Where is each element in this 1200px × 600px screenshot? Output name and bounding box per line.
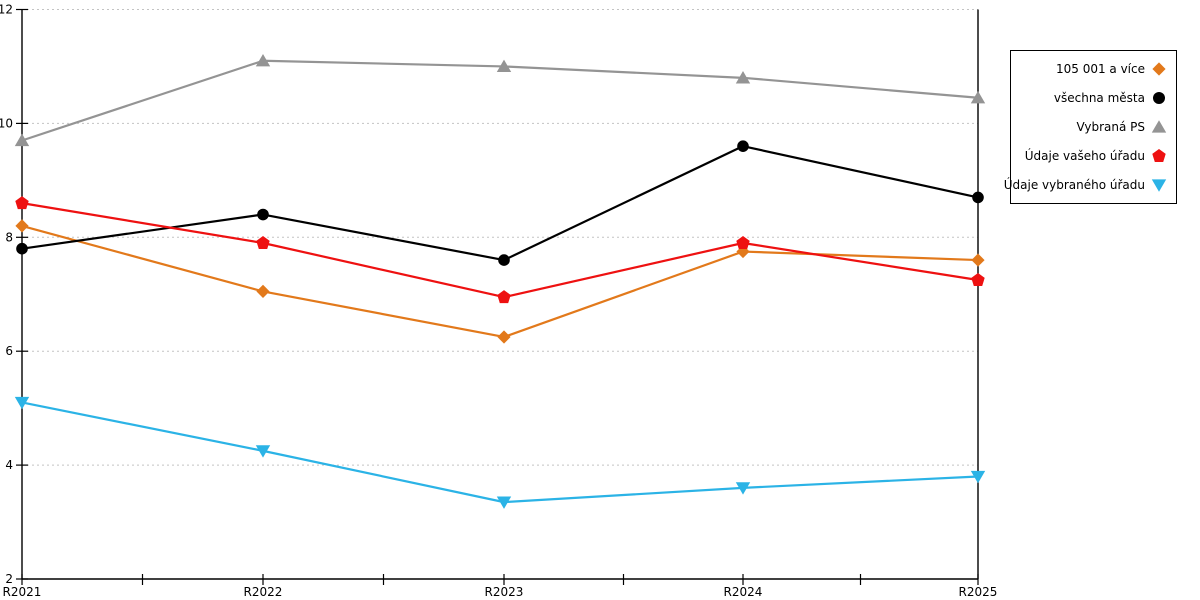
series-line — [21, 202, 979, 299]
data-point-marker — [14, 133, 30, 147]
data-point-marker — [971, 253, 985, 267]
x-tick-label: R2025 — [959, 585, 998, 599]
data-point-marker — [970, 90, 986, 104]
data-point-marker — [16, 242, 28, 255]
data-point-marker — [15, 196, 29, 210]
data-point-marker — [735, 71, 751, 84]
triangle-down-legend-icon — [1151, 178, 1167, 192]
data-point-marker — [255, 445, 271, 458]
data-point-marker — [736, 235, 750, 249]
data-point-marker — [256, 284, 270, 299]
data-point-marker — [496, 496, 512, 509]
x-tick-label: R2022 — [244, 585, 283, 599]
data-point-marker — [257, 208, 269, 221]
triangle-up-legend-icon — [1151, 120, 1167, 133]
circle-legend-icon — [1153, 92, 1165, 105]
y-tick-label: 8 — [5, 230, 13, 244]
data-point-marker — [15, 219, 29, 233]
data-point-marker — [970, 470, 986, 484]
series-triangle-down — [14, 396, 986, 509]
legend-label: všechna města — [1053, 91, 1145, 106]
y-tick-label: 6 — [5, 344, 13, 358]
series-circle — [16, 140, 984, 266]
data-point-marker — [735, 482, 751, 495]
y-tick-label: 12 — [0, 3, 13, 17]
legend-item-3[interactable]: Vybraná PS — [1011, 113, 1176, 142]
legend-item-1[interactable]: 105 001 a více — [1011, 55, 1176, 84]
y-tick-label: 4 — [5, 458, 13, 472]
legend: 105 001 a více všechna města Vybraná PS Úda… — [1004, 50, 1177, 204]
legend-item-4[interactable]: Údaje vašeho úřadu — [1011, 141, 1176, 170]
data-point-marker — [496, 59, 512, 73]
x-tick-label: R2024 — [724, 585, 763, 599]
series-line — [21, 145, 979, 262]
data-point-marker — [972, 191, 984, 204]
data-point-marker — [498, 254, 510, 266]
series-triangle-up — [14, 53, 986, 147]
diamond-legend-icon — [1152, 62, 1166, 76]
axes: 2 4 6 8 10 12 R2021 R2022 R2023 R2024 R2025 — [0, 3, 997, 600]
series-line — [21, 59, 979, 142]
data-point-marker — [497, 290, 511, 304]
gridlines — [22, 9, 978, 466]
y-tick-label: 2 — [5, 572, 13, 586]
legend-label: Údaje vašeho úřadu — [1024, 148, 1145, 163]
data-point-marker — [497, 330, 511, 344]
data-point-marker — [14, 396, 30, 410]
legend-label: 105 001 a více — [1055, 62, 1145, 77]
series-line — [21, 401, 979, 504]
data-point-marker — [971, 273, 985, 287]
data-point-marker — [737, 140, 749, 152]
data-point-marker — [255, 53, 271, 67]
legend-item-5[interactable]: Údaje vybraného úřadu — [1004, 170, 1176, 199]
y-tick-label: 10 — [0, 116, 13, 130]
series-line — [21, 224, 979, 339]
legend-label: Vybraná PS — [1076, 119, 1145, 134]
x-tick-label: R2023 — [485, 585, 524, 599]
data-point-marker — [256, 235, 270, 249]
series-pentagon — [15, 196, 985, 304]
x-tick-label: R2021 — [3, 585, 42, 599]
series-diamond — [15, 219, 985, 344]
pentagon-legend-icon — [1152, 148, 1166, 162]
legend-label: Údaje vybraného úřadu — [1003, 177, 1145, 192]
legend-item-2[interactable]: všechna města — [1011, 84, 1176, 113]
